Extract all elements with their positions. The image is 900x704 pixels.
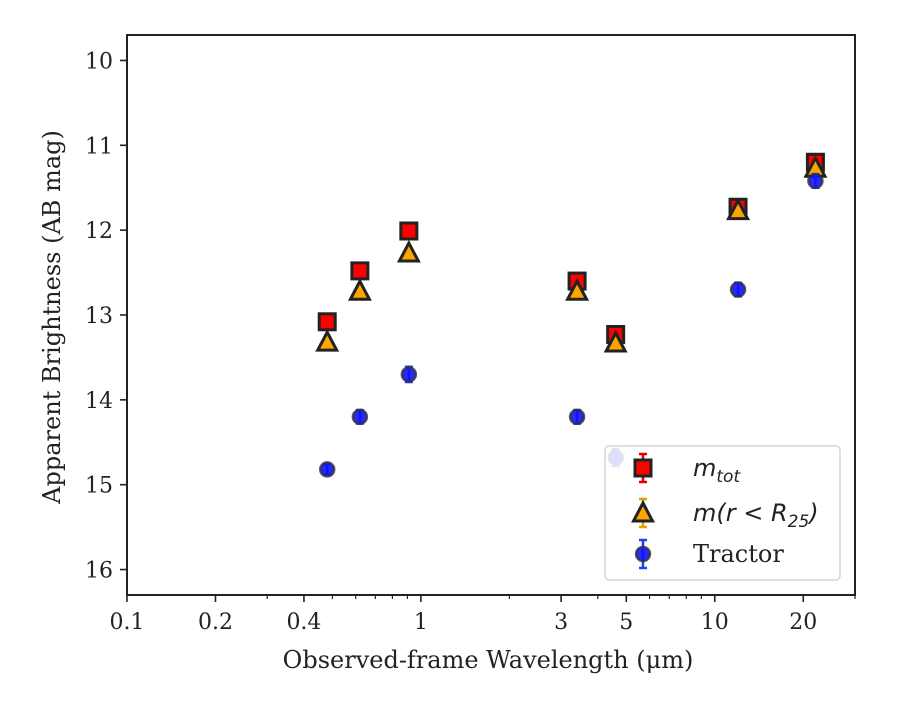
y-tick-label: 16 [85,559,113,584]
point-mr25 [603,329,628,353]
y-axis-label: Apparent Brightness (AB mag) [38,130,66,505]
point-tractor [807,172,824,190]
x-tick-label: 10 [701,610,729,635]
point-mr25 [726,197,751,221]
legend-label-mr25: m(r < R25) [693,499,819,532]
x-tick-label: 1 [414,610,428,635]
point-mr25 [565,278,590,301]
point-tractor [351,408,369,426]
legend-marker-mtot [633,458,653,478]
x-axis-label: Observed-frame Wavelength (μm) [283,646,694,674]
x-tick-label: 3 [554,610,568,635]
point-mtot [399,221,419,241]
x-tick-label: 5 [619,610,633,635]
series-mr25 [315,154,828,353]
point-mr25 [315,328,340,352]
point-tractor [318,461,336,478]
point-tractor [729,281,747,298]
legend: mtot m(r < R25) Tractor [604,445,841,581]
point-mr25 [396,239,421,263]
axes-layer: 0.1 0.2 0.4 1 3 5 10 2010111213141516Observed-f… [38,34,856,674]
y-tick-label: 10 [85,49,113,74]
y-tick-label: 13 [85,304,113,329]
legend-box [604,445,841,581]
legend-label-tractor: Tractor [693,540,784,568]
series-mtot [317,152,825,345]
x-tick-label: 20 [789,610,817,635]
y-tick-label: 11 [85,134,113,159]
y-tick-label: 15 [85,474,113,499]
legend-label-mtot: mtot [693,454,741,487]
x-tick-label: 0.4 [286,610,321,635]
point-mtot [350,261,370,281]
point-tractor [400,366,418,383]
y-tick-label: 12 [85,219,113,244]
x-tick-label: 0.1 [110,610,145,635]
x-tick-label: 0.2 [198,610,233,635]
legend-marker-mr25 [631,499,655,523]
point-tractor [568,408,586,426]
legend-marker-tractor [634,545,652,563]
y-tick-label: 14 [85,389,113,414]
point-mr25 [347,278,372,301]
point-mtot [317,312,337,332]
plot-layer [315,152,828,478]
